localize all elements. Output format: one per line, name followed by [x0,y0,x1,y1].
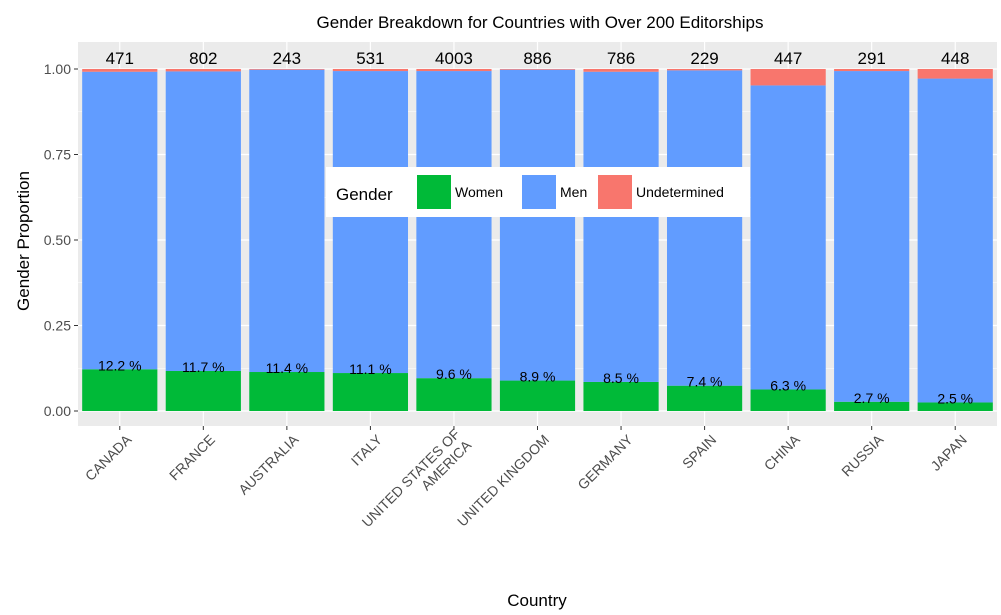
legend-swatch-undetermined [598,175,632,209]
women-percent-label: 7.4 % [687,374,723,390]
bar-men [416,71,492,379]
bar-women [917,402,993,411]
bar-women [499,380,576,411]
women-percent-label: 11.1 % [349,361,392,377]
legend: Gender Women Men Undetermined [326,167,750,217]
women-percent-label: 9.6 % [436,366,472,382]
x-tick-label: GERMANY [574,431,636,493]
women-percent-label: 2.7 % [854,390,890,406]
women-percent-label: 6.3 % [770,377,806,393]
bar-men [666,70,743,386]
y-tick-label: 1.00 [44,61,71,77]
bar-women [165,370,241,411]
y-tick-label: 0.25 [44,318,71,334]
count-label: 4003 [435,49,473,68]
y-tick-label: 0.00 [44,403,71,419]
women-percent-label: 2.5 % [937,390,973,406]
x-tick-label: FRANCE [166,431,218,483]
count-label: 447 [774,49,802,68]
x-tick-label: SPAIN [679,431,719,471]
x-tick-label: ITALY [348,431,386,469]
y-tick-label: 0.50 [44,232,71,248]
women-percent-label: 11.7 % [182,359,225,375]
bar-women [249,372,325,411]
bar-undetermined [583,69,659,72]
x-tick-label: RUSSIA [838,431,887,480]
bar-men [583,71,659,382]
women-percent-label: 12.2 % [98,357,142,373]
bar-men [249,69,325,373]
bar-men [165,71,241,371]
bar-undetermined [499,69,576,70]
legend-title: Gender [336,185,393,204]
bar-undetermined [917,69,993,79]
y-axis: 0.00 0.25 0.50 0.75 1.00 [44,61,78,419]
bar-undetermined [416,69,492,72]
count-label: 229 [690,49,718,68]
chart-title: Gender Breakdown for Countries with Over… [317,13,764,32]
bars [82,69,993,411]
bar-women [834,401,910,411]
legend-label-women: Women [455,184,503,200]
x-axis-title: Country [507,591,567,610]
count-label: 786 [607,49,635,68]
bar-undetermined [82,69,158,72]
x-tick-label: JAPAN [927,431,969,473]
legend-label-men: Men [560,184,587,200]
women-percent-labels: 12.2 % 11.7 % 11.4 % 11.1 % 9.6 % 8.9 % 8.5 % 7… [98,357,973,406]
bar-men [750,85,826,390]
bar-women [416,378,492,411]
bar-undetermined [165,69,241,72]
bar-women [82,369,158,411]
bar-men [499,69,576,381]
count-label: 802 [189,49,217,68]
bar-women [583,381,659,411]
women-percent-label: 11.4 % [266,360,309,376]
count-label: 471 [106,49,134,68]
count-label: 531 [356,49,384,68]
bar-undetermined [249,69,325,70]
x-tick-label: CHINA [761,431,804,474]
x-tick-label: CANADA [82,431,135,484]
y-tick-label: 0.75 [44,147,71,163]
bar-men [82,71,158,370]
bar-undetermined [750,69,826,86]
count-label: 448 [941,49,969,68]
count-labels: 471 802 243 531 4003 886 786 229 447 291 448 [106,49,970,68]
bar-undetermined [332,69,409,72]
bar-men [917,78,993,403]
count-label: 291 [857,49,885,68]
legend-swatch-women [417,175,451,209]
legend-swatch-men [522,175,556,209]
bar-women [332,373,409,411]
bar-women [666,385,743,411]
women-percent-label: 8.5 % [603,370,639,386]
x-tick-label: AUSTRALIA [235,431,302,498]
bar-men [332,71,409,374]
count-label: 243 [273,49,301,68]
count-label: 886 [523,49,551,68]
legend-label-undetermined: Undetermined [636,184,724,200]
y-axis-title: Gender Proportion [14,171,33,311]
bar-men [834,71,910,402]
bar-undetermined [666,69,743,71]
bar-undetermined [834,69,910,72]
bar-women [750,389,826,411]
women-percent-label: 8.9 % [520,369,556,385]
